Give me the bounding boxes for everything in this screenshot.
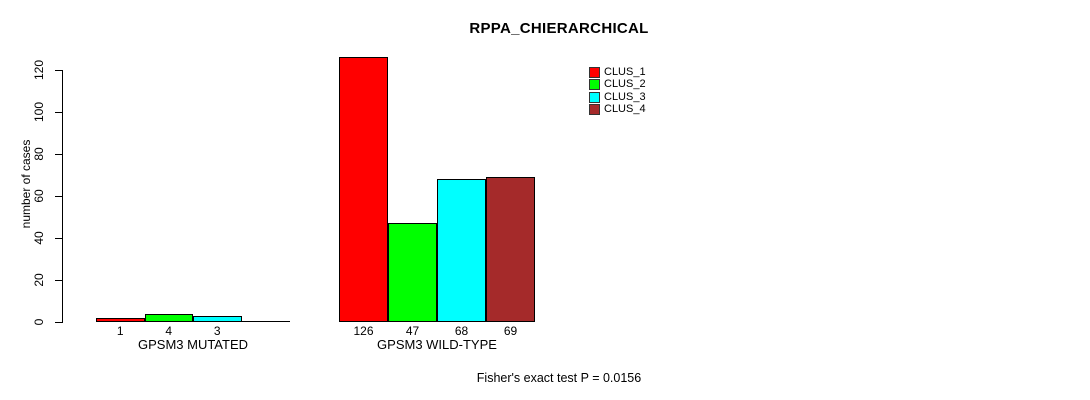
- bar-value-label: 47: [405, 324, 420, 338]
- bar-value-label: 1: [116, 324, 124, 338]
- bar-clus_1: [96, 318, 145, 322]
- x-category-label: GPSM3 MUTATED: [137, 337, 249, 352]
- bar-value-label: 126: [353, 324, 374, 338]
- y-axis-label: number of cases: [19, 139, 33, 229]
- bar-clus_3: [437, 179, 486, 322]
- bar-value-label: 4: [165, 324, 173, 338]
- legend-label: CLUS_4: [604, 102, 646, 115]
- y-tick-label: 100: [32, 101, 46, 123]
- y-axis-tick: [55, 280, 62, 281]
- y-tick-label: 60: [32, 189, 46, 203]
- y-axis-tick: [55, 70, 62, 71]
- x-category-label: GPSM3 WILD-TYPE: [377, 337, 497, 352]
- bar-clus_3: [193, 316, 242, 322]
- bar-value-label: 69: [503, 324, 518, 338]
- y-tick-label: 120: [32, 59, 46, 81]
- legend-label: CLUS_3: [604, 90, 646, 103]
- legend-swatch-clus_3: [589, 91, 600, 103]
- legend-label: CLUS_2: [604, 78, 646, 91]
- annotation-text: Fisher's exact test P = 0.0156: [476, 371, 642, 385]
- legend-swatch-clus_1: [589, 67, 600, 78]
- bar-clus_1: [339, 57, 388, 322]
- bar-clus_2: [144, 314, 193, 322]
- y-axis-tick: [55, 112, 62, 113]
- y-axis-tick: [55, 196, 62, 197]
- y-tick-label: 20: [32, 273, 46, 287]
- chart-title: RPPA_CHIERARCHICAL: [469, 20, 649, 37]
- legend-label: CLUS_1: [604, 66, 646, 78]
- y-axis-line: [62, 70, 63, 323]
- bar-clus_4-zero: [241, 321, 290, 322]
- bar-value-label: 68: [454, 324, 469, 338]
- y-tick-label: 80: [32, 147, 46, 161]
- y-tick-label: 40: [32, 231, 46, 245]
- bar-value-label: 3: [213, 324, 221, 338]
- bar-clus_2: [388, 223, 437, 322]
- y-axis-tick: [55, 322, 62, 323]
- y-axis-tick: [55, 154, 62, 155]
- y-axis-tick: [55, 238, 62, 239]
- y-tick-label: 0: [32, 318, 46, 326]
- legend-swatch-clus_2: [589, 79, 600, 91]
- legend-swatch-clus_4: [589, 103, 600, 115]
- bar-clus_4: [486, 177, 535, 322]
